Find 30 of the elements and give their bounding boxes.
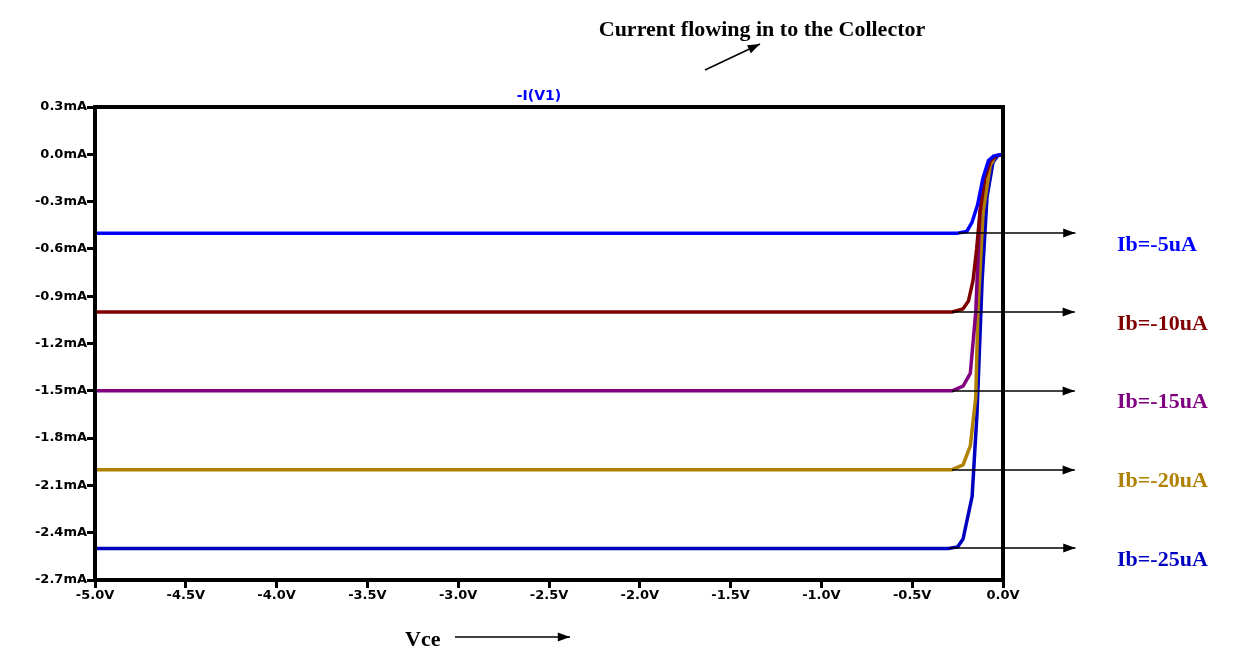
x-tick-label: -1.0V [802,587,841,603]
y-tick-label: -2.1mA [34,476,87,492]
text: Current flowing in to the Collector [598,15,926,41]
y-tick-label: -2.7mA [34,571,87,587]
y-tick-label: -1.2mA [34,334,87,350]
y-tick-label: -0.3mA [34,192,87,208]
x-tick-label: -4.5V [166,587,206,603]
y-tick-label: -0.9mA [34,287,87,303]
chart-title: -I(V1) [516,86,562,103]
y-tick-label: -1.5mA [34,382,87,398]
text: Ib=-5uA [1117,230,1197,256]
x-axis-title: Vce [405,625,441,651]
y-tick-label: -0.6mA [34,240,87,256]
text: Ib=-15uA [1117,388,1208,414]
x-tick-label: -3.5V [348,587,387,603]
x-tick-label: -0.5V [892,587,932,603]
x-tick-label: 0.0V [986,587,1020,603]
text: Ib=-20uA [1117,467,1208,493]
x-tick-label: -3.0V [438,587,478,603]
x-tick-label: -2.0V [620,587,660,603]
x-tick-label: -2.5V [529,587,569,603]
y-tick-label: 0.3mA [40,98,87,114]
x-tick-label: -1.5V [711,587,750,603]
y-tick-label: 0.0mA [40,145,87,161]
y-tick-label: -2.4mA [34,524,87,540]
y-tick-label: -1.8mA [34,429,87,445]
x-tick-label: -4.0V [257,587,296,603]
x-tick-label: -5.0V [75,587,115,603]
text: Ib=-25uA [1117,546,1208,572]
text: Ib=-10uA [1117,309,1208,335]
